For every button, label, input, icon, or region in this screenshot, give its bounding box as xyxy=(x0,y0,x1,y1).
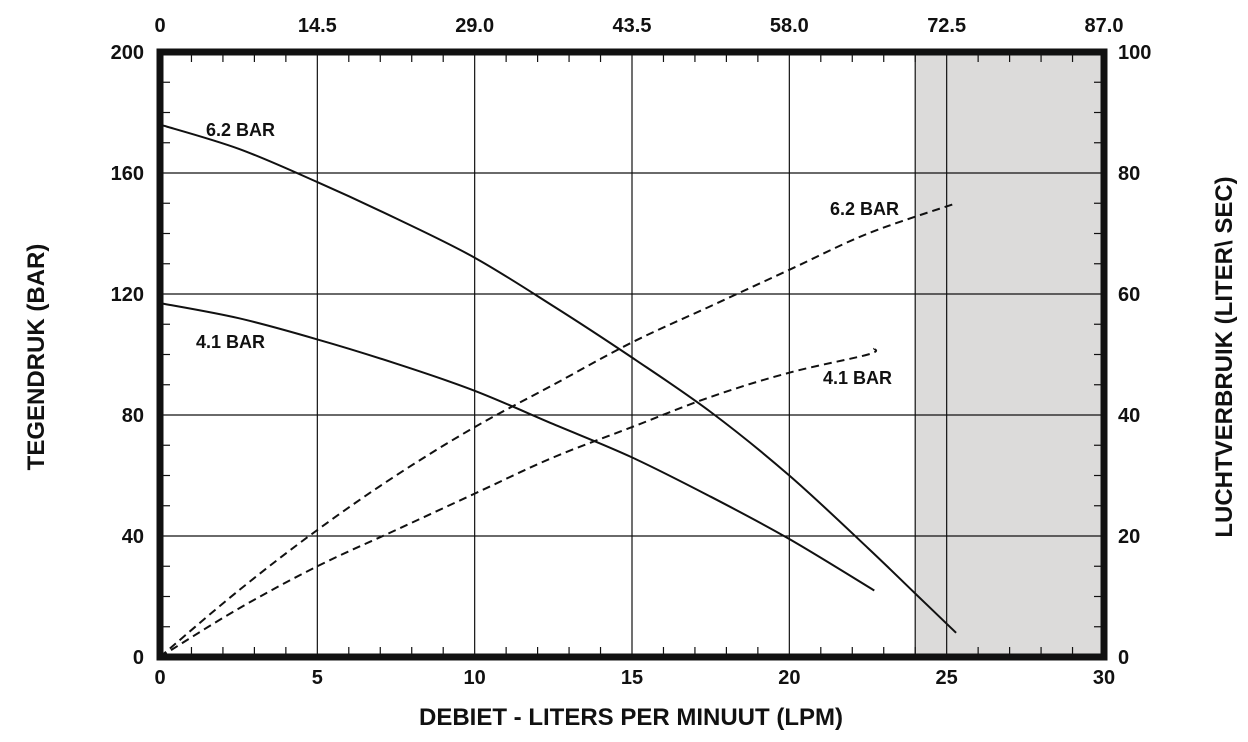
x-tick-label: 30 xyxy=(1093,667,1115,689)
x-tick-label: 0 xyxy=(154,667,165,689)
air-consumption-4-1-barlabel: 4.1 BAR xyxy=(823,368,892,388)
y-left-tick-label: 80 xyxy=(122,405,144,427)
y-right-tick-label: 80 xyxy=(1118,163,1140,185)
y-right-tick-label: 0 xyxy=(1118,647,1129,669)
back-pressure-6-2-barlabel: 6.2 BAR xyxy=(206,120,275,140)
x-tick-label: 25 xyxy=(936,667,958,689)
x-axis-title: DEBIET - LITERS PER MINUUT (LPM) xyxy=(419,704,843,731)
x-tick-label: 15 xyxy=(621,667,643,689)
y-left-tick-label: 200 xyxy=(111,42,144,64)
x-top-tick-label: 14.5 xyxy=(298,15,337,37)
x-tick-label: 5 xyxy=(312,667,323,689)
x-top-tick-label: 87.0 xyxy=(1085,15,1124,37)
x-tick-label: 20 xyxy=(778,667,800,689)
y-right-axis-title: LUCHTVERBRUIK (LITER\ SEC) xyxy=(1211,176,1238,537)
y-right-tick-label: 20 xyxy=(1118,526,1140,548)
y-left-tick-label: 120 xyxy=(111,284,144,306)
air-consumption-6-2-barlabel: 6.2 BAR xyxy=(830,199,899,219)
x-top-tick-label: 43.5 xyxy=(613,15,652,37)
x-top-tick-label: 58.0 xyxy=(770,15,809,37)
y-left-tick-label: 0 xyxy=(133,647,144,669)
y-right-tick-label: 100 xyxy=(1118,42,1151,64)
y-left-tick-label: 40 xyxy=(122,526,144,548)
y-right-tick-label: 60 xyxy=(1118,284,1140,306)
x-top-tick-label: 0 xyxy=(154,15,165,37)
y-left-axis-title: TEGENDRUK (BAR) xyxy=(23,244,50,471)
y-left-tick-label: 160 xyxy=(111,163,144,185)
x-tick-label: 10 xyxy=(464,667,486,689)
x-top-tick-label: 29.0 xyxy=(455,15,494,37)
back-pressure-4-1-barlabel: 4.1 BAR xyxy=(196,332,265,352)
shaded-region xyxy=(915,52,1104,657)
x-top-tick-label: 72.5 xyxy=(927,15,966,37)
y-right-tick-label: 40 xyxy=(1118,405,1140,427)
